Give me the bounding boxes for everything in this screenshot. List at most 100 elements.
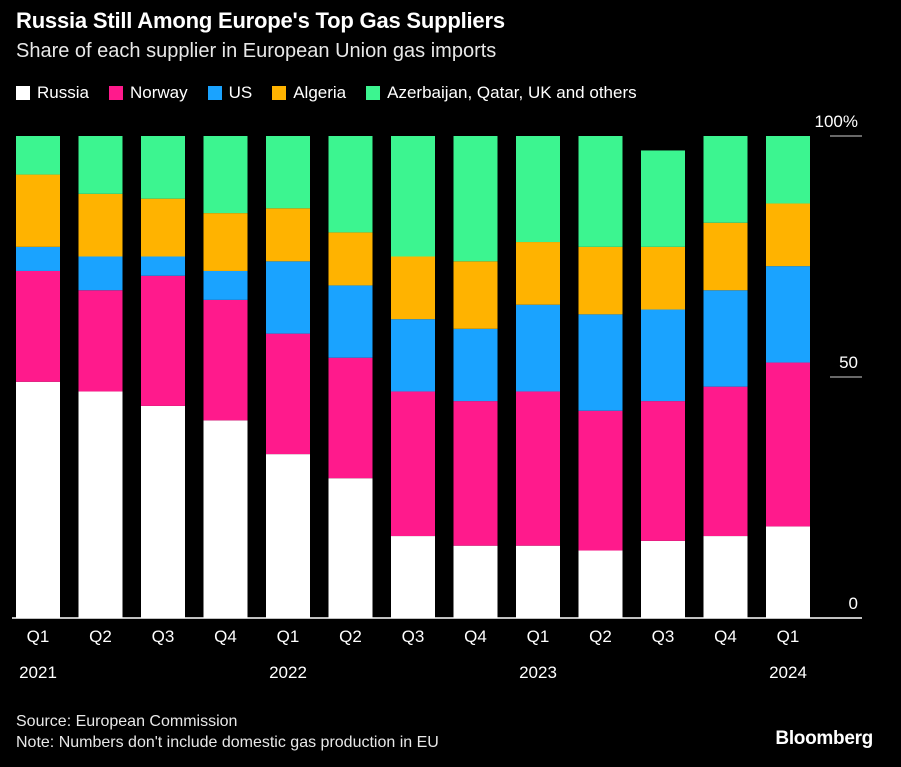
legend-swatch [108, 86, 123, 100]
bar-segment-algeria-13 [766, 203, 810, 267]
bar-segment-russia-4 [203, 420, 248, 618]
bar-segment-azerbaijan-2 [78, 136, 123, 194]
bar-segment-russia-8 [453, 545, 498, 618]
x-tick-year: 2023 [519, 663, 557, 682]
bar-segment-russia-5 [266, 454, 310, 618]
bar-segment-algeria-9 [516, 242, 560, 305]
bar-segment-norway-4 [203, 299, 248, 421]
bar-segment-azerbaijan-3 [141, 136, 185, 199]
bar-segment-azerbaijan-11 [641, 150, 685, 247]
bar-segment-algeria-7 [391, 256, 435, 320]
x-tick-year: 2021 [19, 663, 57, 682]
bar-segment-russia-6 [328, 478, 373, 618]
x-tick-label: Q1 [527, 627, 550, 646]
legend-item-russia: Russia [16, 83, 89, 103]
bar-segment-azerbaijan-8 [453, 136, 498, 262]
x-tick-year: 2022 [269, 663, 307, 682]
legend-swatch [272, 86, 287, 100]
bar-segment-us-12 [703, 290, 748, 387]
bar-segment-norway-5 [266, 333, 310, 455]
legend-label: Algeria [293, 83, 347, 102]
bar-segment-us-10 [578, 314, 623, 411]
bar-segment-norway-9 [516, 391, 560, 546]
bar-segment-azerbaijan-10 [578, 136, 623, 247]
bar-segment-azerbaijan-1 [16, 136, 60, 175]
legend-item-us: US [207, 83, 253, 103]
x-tick-label: Q3 [652, 627, 675, 646]
chart-title: Russia Still Among Europe's Top Gas Supp… [16, 8, 505, 33]
bar-segment-us-1 [16, 246, 60, 271]
bar-segment-us-9 [516, 304, 560, 392]
y-tick-label: 0 [849, 594, 858, 613]
bar-segment-norway-11 [641, 401, 685, 541]
legend-label: US [228, 83, 253, 102]
bar-segment-russia-7 [391, 536, 435, 618]
methodology-note: Note: Numbers don't include domestic gas… [16, 734, 439, 751]
bar-segment-russia-9 [516, 545, 560, 618]
legend-swatch [366, 86, 381, 100]
x-tick-label: Q2 [339, 627, 362, 646]
x-tick-label: Q2 [589, 627, 612, 646]
bar-segment-algeria-12 [703, 222, 748, 291]
legend: Russia Norway US Algeria Azerbaijan, Qat… [16, 83, 657, 103]
source-note: Source: European Commission [16, 713, 238, 730]
legend-label: Russia [37, 83, 89, 102]
bar-segment-russia-2 [78, 391, 123, 618]
bar-segment-azerbaijan-6 [328, 136, 373, 233]
bar-segment-algeria-4 [203, 213, 248, 271]
bar-segment-azerbaijan-12 [703, 136, 748, 223]
bar-segment-russia-3 [141, 405, 185, 618]
bar-segment-norway-2 [78, 290, 123, 392]
bar-segment-algeria-8 [453, 261, 498, 329]
legend-item-algeria: Algeria [272, 83, 346, 103]
bar-segment-russia-1 [16, 381, 60, 618]
legend-label: Norway [129, 83, 188, 102]
x-tick-label: Q2 [89, 627, 112, 646]
bar-segment-russia-13 [766, 526, 810, 618]
legend-swatch [16, 86, 30, 100]
stacked-bar-chart: Q1 2021 Q2 Q3 Q4 Q1 2022 Q2 Q3 Q4 Q1 2023 Q2 Q3 Q4 Q1 20… [12, 112, 862, 682]
x-tick-label: Q4 [464, 627, 487, 646]
bar-segment-us-7 [391, 319, 435, 392]
x-tick-label: Q3 [152, 627, 175, 646]
bar-segment-azerbaijan-7 [391, 136, 435, 257]
bar-segment-russia-12 [703, 536, 748, 618]
bar-segment-algeria-3 [141, 198, 185, 257]
bar-segment-norway-8 [453, 401, 498, 546]
bar-segment-algeria-6 [328, 232, 373, 286]
bar-segment-azerbaijan-5 [266, 136, 310, 209]
bar-segment-algeria-10 [578, 246, 623, 315]
bar-segment-norway-6 [328, 357, 373, 479]
bar-segment-norway-3 [141, 275, 185, 406]
bar-segment-russia-11 [641, 540, 685, 618]
x-tick-label: Q3 [402, 627, 425, 646]
bar-segment-us-3 [141, 256, 185, 276]
y-tick-label: 100% [815, 112, 858, 131]
legend-swatch [207, 86, 222, 100]
bar-segment-azerbaijan-4 [203, 136, 248, 214]
x-tick-label: Q1 [277, 627, 300, 646]
bar-segment-us-6 [328, 285, 373, 358]
chart-footer: Source: European Commission Note: Number… [16, 711, 439, 753]
bar-segment-russia-10 [578, 550, 623, 618]
bar-segment-norway-10 [578, 410, 623, 551]
chart-subtitle: Share of each supplier in European Union… [16, 40, 497, 62]
x-tick-label: Q1 [27, 627, 50, 646]
bar-segment-us-2 [78, 256, 123, 291]
x-tick-label: Q1 [777, 627, 800, 646]
bar-segment-us-11 [641, 309, 685, 402]
bar-segment-algeria-2 [78, 193, 123, 257]
bar-segment-us-13 [766, 266, 810, 363]
bar-segment-norway-12 [703, 386, 748, 537]
y-tick-label: 50 [839, 353, 858, 372]
bar-segment-us-4 [203, 270, 248, 300]
bar-segment-us-8 [453, 328, 498, 402]
bar-segment-norway-13 [766, 362, 810, 527]
legend-label: Azerbaijan, Qatar, UK and others [387, 83, 637, 102]
bloomberg-logo: Bloomberg [775, 728, 873, 749]
legend-item-others: Azerbaijan, Qatar, UK and others [366, 83, 637, 103]
legend-item-norway: Norway [108, 83, 188, 103]
bar-segment-azerbaijan-13 [766, 136, 810, 204]
bar-segment-us-5 [266, 261, 310, 334]
bar-segment-azerbaijan-9 [516, 136, 560, 243]
